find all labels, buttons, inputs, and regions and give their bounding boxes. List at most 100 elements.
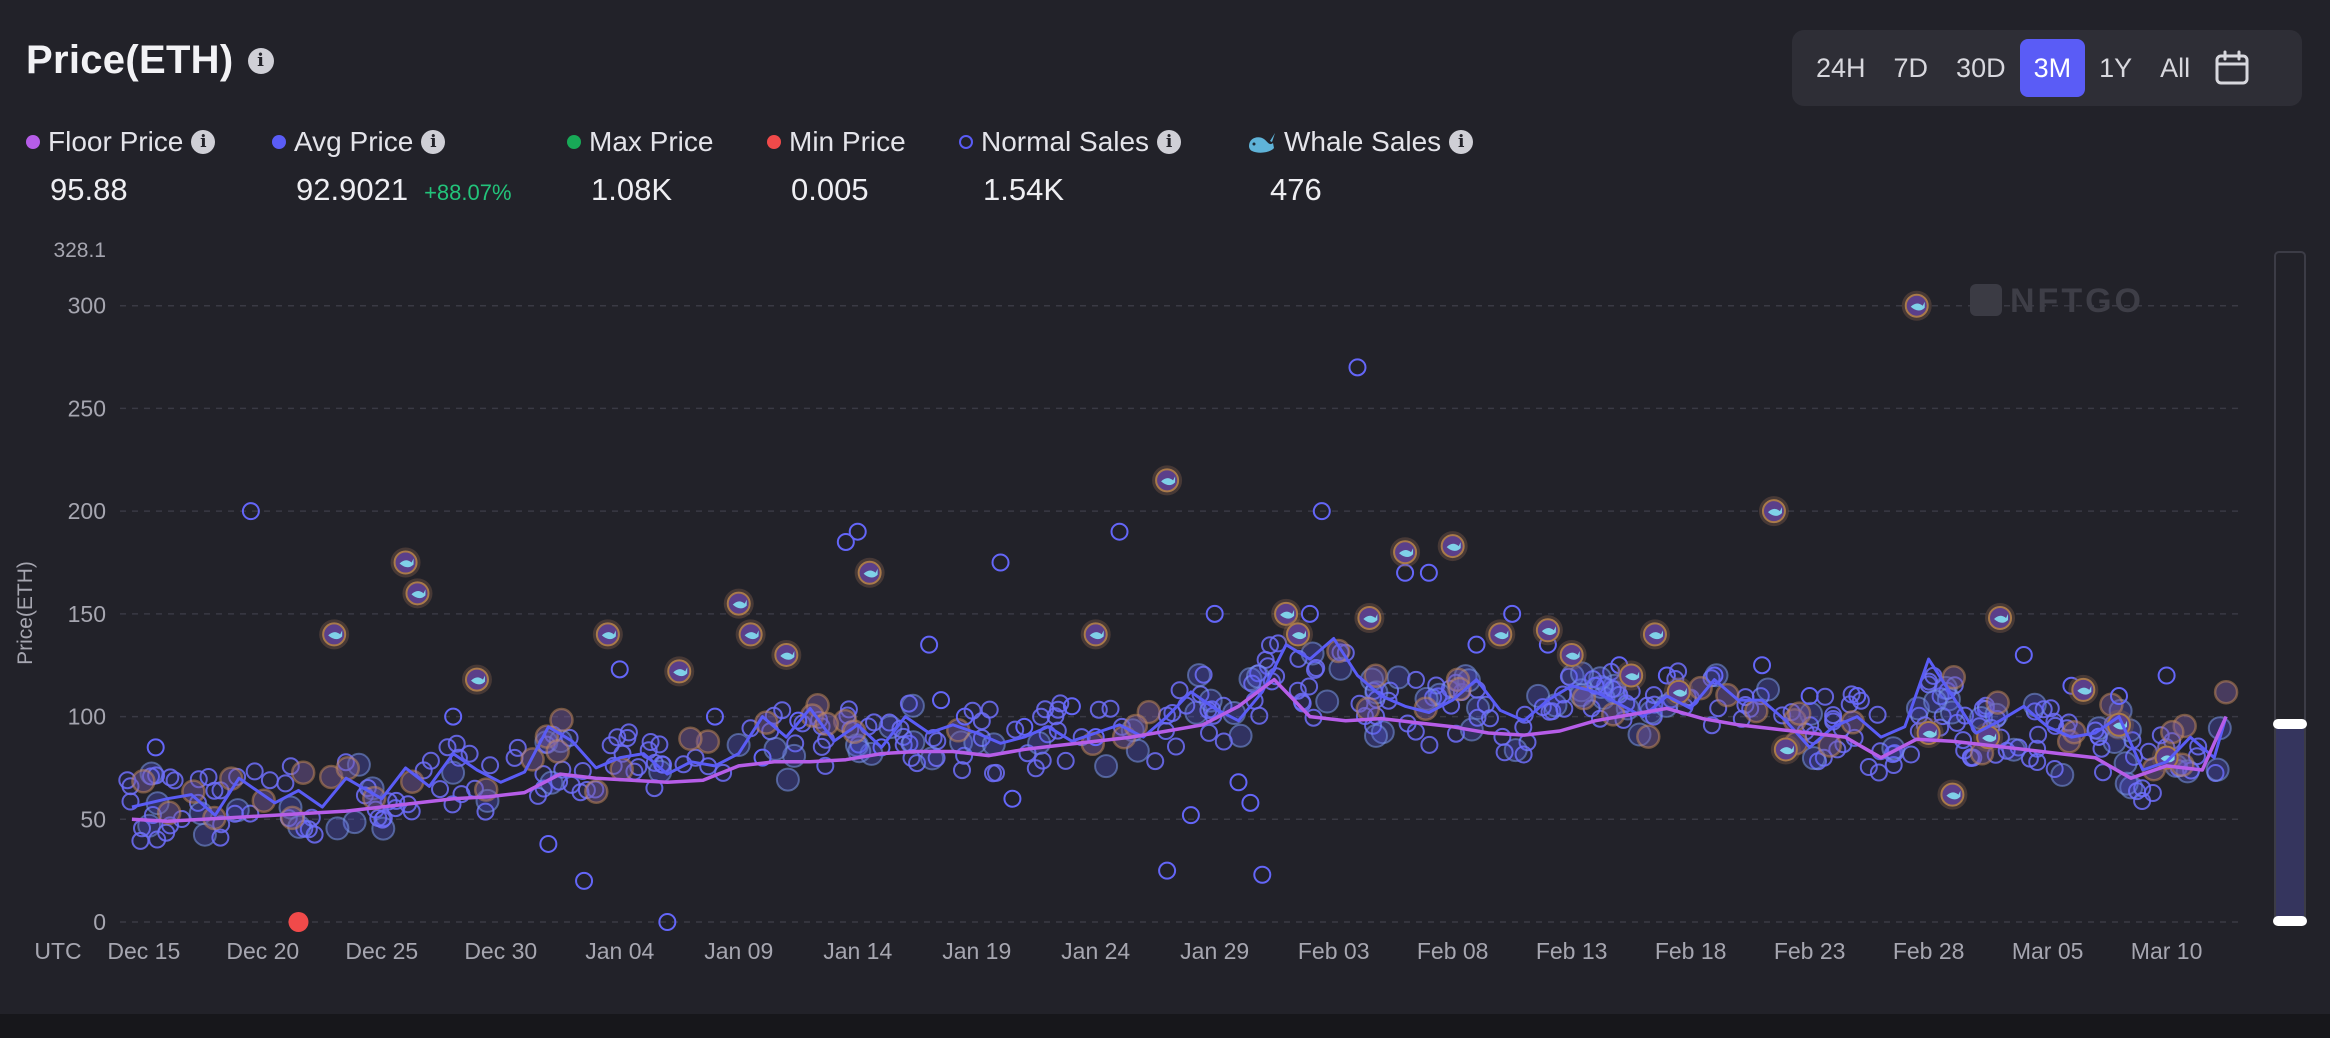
whale-sale-point	[1447, 676, 1472, 702]
y-axis-label: Price(ETH)	[14, 561, 37, 665]
whale-sale-point	[290, 760, 316, 785]
normal-sale-point	[1570, 661, 1594, 686]
x-tick-label: Feb 28	[1893, 938, 1965, 964]
range-3m-button[interactable]: 3M	[2019, 39, 2086, 97]
whale-sale-point	[251, 788, 277, 813]
whale-mark-icon	[1494, 630, 1509, 640]
avg-price-value: 92.9021	[296, 172, 409, 207]
normal-sale-point	[146, 738, 165, 757]
normal-sale-point	[1868, 705, 1887, 724]
normal-sale-point	[1241, 793, 1260, 812]
legend-min[interactable]: Min Price 0.005	[767, 126, 906, 208]
normal-sale-point	[1261, 636, 1279, 655]
calendar-icon[interactable]	[2212, 48, 2252, 88]
normal-sale-point	[1923, 689, 1948, 714]
whale-mark-icon	[863, 568, 878, 578]
info-icon[interactable]: i	[1157, 130, 1182, 154]
y-tick-label: 100	[68, 704, 106, 730]
x-tick-label: Feb 03	[1298, 938, 1370, 964]
normal-sale-point	[1253, 865, 1272, 884]
normal-sale-point	[147, 766, 166, 785]
normal-sale-point	[2029, 725, 2048, 744]
normal-sale-point	[1859, 758, 1878, 776]
normal-sale-point	[1205, 604, 1224, 623]
normal-sale-point	[1396, 563, 1415, 582]
legend-normal-sales[interactable]: Normal Sales i 1.54K	[959, 126, 1182, 208]
normal-sale-point	[1094, 754, 1119, 779]
x-tick-label: Feb 13	[1536, 938, 1608, 964]
range-7d-button[interactable]: 7D	[1893, 52, 1929, 83]
normal-sale-point	[1467, 635, 1486, 654]
normal-sale-point	[786, 734, 805, 753]
normal-sale-point	[2110, 687, 2129, 706]
normal-sale-point	[1228, 723, 1253, 748]
range-all-button[interactable]: All	[2160, 52, 2191, 83]
info-icon[interactable]: i	[247, 47, 274, 74]
legend-avg[interactable]: Avg Price i 92.9021 +88.07%	[272, 126, 512, 208]
max-price-value: 1.08K	[591, 172, 673, 207]
whale-sale-point	[2160, 719, 2185, 745]
whale-mark-icon	[1946, 790, 1961, 800]
normal-sale-point	[1902, 745, 1920, 764]
whale-sale-point	[2172, 713, 2197, 739]
normal-sale-point	[438, 738, 457, 757]
whale-sale-point	[695, 729, 721, 754]
normal-sale-point	[658, 913, 677, 931]
whale-sale-point	[1941, 665, 1967, 690]
normal-sale-point	[1495, 743, 1514, 762]
whale-mark-icon	[1161, 476, 1176, 486]
whale-mark-icon	[1446, 542, 1461, 551]
y-tick-label: 0	[93, 909, 106, 935]
whale-mark-icon	[1982, 733, 1997, 742]
info-icon[interactable]: i	[421, 130, 446, 154]
normal-sale-point	[2189, 737, 2208, 756]
range-24h-button[interactable]: 24H	[1816, 52, 1866, 83]
scroller-handle-bottom[interactable]	[2273, 916, 2307, 926]
normal-sale-point	[211, 828, 230, 847]
normal-sale-point	[189, 770, 208, 789]
normal-sale-point	[991, 553, 1010, 572]
max-price-label: Max Price	[589, 126, 714, 157]
normal-sale-point	[421, 751, 440, 770]
normal-sale-point	[325, 816, 350, 841]
info-icon[interactable]: i	[1449, 130, 1474, 154]
whale-mark-icon	[411, 589, 426, 599]
range-30d-button[interactable]: 30D	[1956, 52, 2006, 83]
normal-sale-point	[1181, 806, 1200, 825]
info-icon[interactable]: i	[191, 130, 216, 154]
normal-sale-point	[1503, 604, 1522, 623]
normal-sale-point	[131, 831, 150, 850]
range-1y-button[interactable]: 1Y	[2099, 52, 2133, 83]
whale-icon	[1246, 129, 1276, 155]
whale-mark-icon	[673, 667, 688, 677]
whale-sale-point	[545, 739, 570, 764]
legend-max[interactable]: Max Price 1.08K	[567, 126, 713, 208]
x-tick-label: Jan 24	[1061, 938, 1130, 964]
min-price-dot-icon	[767, 135, 781, 149]
legend-floor[interactable]: Floor Price i 95.88	[26, 126, 216, 208]
normal-sale-point	[276, 774, 295, 793]
x-tick-label: Feb 18	[1655, 938, 1727, 964]
normal-sale-point	[1158, 861, 1177, 880]
whale-mark-icon	[1089, 630, 1104, 640]
watermark-text: NFTGO	[2010, 282, 2144, 320]
normal-sale-point	[1364, 723, 1388, 748]
whale-mark-icon	[1565, 650, 1580, 660]
floor-price-value: 95.88	[50, 172, 128, 207]
normal-sale-point	[431, 780, 449, 799]
floor-price-line	[131, 677, 2228, 824]
whale-sale-point	[1571, 685, 1597, 711]
normal-sale-point	[1756, 677, 1780, 702]
scroller-handle-top[interactable]	[2273, 719, 2307, 729]
whale-sale-point	[181, 779, 206, 804]
legend-whale-sales[interactable]: Whale Sales i 476	[1246, 126, 1474, 208]
scroller-window	[2276, 724, 2304, 921]
whale-sale-point	[1715, 682, 1740, 708]
normal-sale-point	[1753, 656, 1772, 675]
normal-sale-point	[789, 711, 808, 730]
normal-sale-point	[984, 764, 1002, 783]
avg-price-label: Avg Price	[294, 126, 414, 157]
whale-mark-icon	[1363, 613, 1378, 623]
normal-sale-point	[1200, 723, 1218, 742]
normal-sale-point	[1187, 663, 1211, 688]
